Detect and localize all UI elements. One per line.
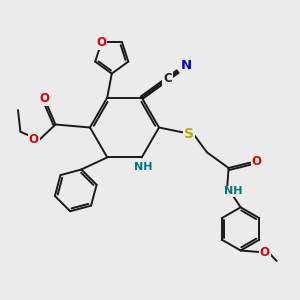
Text: O: O	[252, 154, 262, 168]
Text: S: S	[184, 128, 194, 141]
Text: O: O	[28, 133, 39, 146]
Text: O: O	[260, 245, 270, 259]
Text: NH: NH	[134, 162, 152, 172]
Text: C: C	[163, 72, 172, 85]
Text: N: N	[181, 59, 192, 72]
Text: O: O	[40, 92, 50, 105]
Text: O: O	[97, 36, 106, 49]
Text: NH: NH	[224, 186, 243, 197]
